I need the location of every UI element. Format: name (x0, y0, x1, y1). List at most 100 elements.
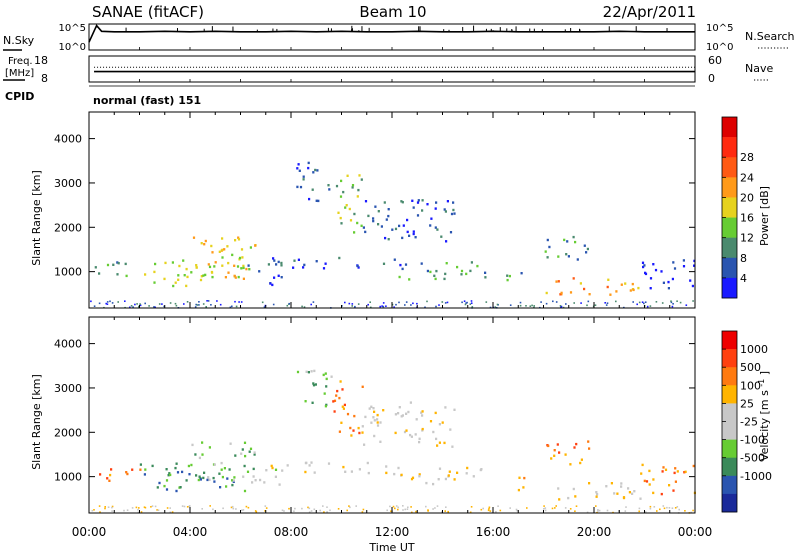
echo-cell-near (649, 507, 652, 510)
echo-cell-1 (228, 468, 231, 471)
echo-cell-12 (684, 470, 687, 473)
cpid-value: normal (fast) 151 (93, 94, 201, 107)
colorbar-tick-label: 8 (740, 252, 747, 265)
echo-cell-near (93, 509, 95, 511)
echo-cell-5 (472, 475, 475, 478)
echo-cell-near (672, 303, 674, 305)
colorbar-tick-label: 100 (740, 379, 761, 392)
echo-cell-2 (201, 441, 204, 444)
echo-cell-near (207, 300, 210, 302)
echo-cell-near (463, 300, 466, 302)
echo-cell-6 (307, 161, 310, 165)
echo-cell-near (288, 302, 291, 305)
echo-cell-2 (237, 238, 241, 241)
echo-cell-near (494, 306, 497, 308)
echo-cell-7 (357, 426, 360, 430)
echo-cell-near (519, 301, 522, 304)
echo-cell-7 (339, 195, 343, 198)
echo-cell-10 (548, 245, 551, 249)
echo-cell-near (529, 305, 532, 307)
echo-cell-12 (652, 491, 655, 495)
echo-cell-near (186, 301, 189, 303)
echo-cell-11 (620, 482, 623, 485)
echo-cell-6 (311, 401, 314, 404)
echo-cell-6 (296, 185, 299, 189)
echo-cell-near (389, 505, 391, 508)
echo-cell-9 (523, 476, 526, 480)
echo-cell-8 (434, 226, 437, 229)
echo-cell-2 (218, 250, 221, 253)
echo-cell-11 (607, 278, 610, 281)
echo-cell-near (587, 300, 590, 303)
echo-cell-12 (648, 469, 651, 473)
echo-cell-6 (328, 188, 331, 191)
echo-cell-near (390, 510, 392, 512)
echo-cell-1 (233, 274, 236, 278)
echo-cell-12 (683, 471, 686, 474)
echo-cell-8 (421, 429, 424, 432)
colorbar-segment (722, 217, 737, 238)
echo-cell-8 (394, 413, 397, 416)
echo-cell-5 (410, 477, 414, 481)
echo-cell-near (464, 303, 467, 306)
echo-cell-7 (344, 206, 347, 209)
echo-cell-near (222, 507, 224, 510)
echo-cell-near (232, 507, 235, 510)
echo-cell-4 (350, 470, 353, 473)
echo-cell-7 (337, 211, 340, 214)
echo-cell-near (692, 300, 694, 302)
echo-cell-12 (644, 272, 648, 276)
echo-cell-1 (236, 265, 240, 268)
echo-cell-7 (349, 219, 353, 222)
echo-cell-7 (335, 184, 339, 188)
echo-cell-5 (434, 277, 437, 281)
echo-cell-8 (385, 218, 388, 221)
echo-cell-10 (553, 454, 556, 457)
cpid-label: CPID (5, 90, 34, 103)
echo-cell-near (148, 305, 150, 307)
echo-cell-near (466, 301, 468, 304)
echo-cell-near (655, 301, 658, 303)
echo-cell-9 (506, 278, 509, 282)
velocity-colorbar-label-unit: [m s (758, 390, 771, 415)
echo-cell-near (441, 301, 444, 303)
echo-cell-near (446, 301, 449, 304)
colorbar-segment (722, 475, 737, 495)
echo-cell-1 (185, 267, 188, 271)
echo-cell-near (509, 304, 512, 306)
y-tick-label: 2000 (54, 221, 82, 234)
echo-cell-near (670, 301, 673, 304)
echo-cell-4 (277, 260, 280, 264)
echo-cell-near (436, 505, 439, 507)
echo-cell-8 (435, 437, 438, 441)
echo-cell-6 (316, 169, 319, 172)
echo-cell-0 (116, 261, 119, 264)
echo-cell-near (485, 301, 488, 303)
velocity-echo-layer (91, 369, 696, 514)
echo-cell-8 (415, 418, 418, 421)
echo-cell-8 (453, 408, 456, 411)
echo-cell-12 (660, 492, 663, 496)
echo-cell-near (241, 509, 243, 512)
echo-cell-2 (211, 251, 214, 254)
echo-cell-10 (572, 235, 575, 239)
echo-cell-1 (227, 261, 230, 265)
colorbar-segment (722, 403, 737, 422)
colorbar-tick-label: -1000 (740, 470, 772, 483)
echo-cell-near (99, 511, 101, 513)
echo-cell-near (393, 306, 395, 308)
echo-cell-1 (151, 464, 154, 468)
echo-cell-12 (662, 466, 665, 469)
echo-cell-near (234, 300, 236, 303)
echo-cell-near (644, 301, 647, 303)
echo-cell-near (402, 509, 404, 511)
echo-cell-10 (583, 244, 586, 247)
freq-line (88, 66, 696, 82)
echo-cell-near (104, 506, 106, 508)
echo-cell-12 (662, 281, 665, 284)
echo-cell-7 (335, 394, 338, 397)
echo-cell-1 (206, 478, 209, 482)
echo-cell-5 (445, 262, 448, 265)
nsky-label: N.Sky (3, 34, 35, 47)
echo-cell-2 (208, 478, 211, 481)
